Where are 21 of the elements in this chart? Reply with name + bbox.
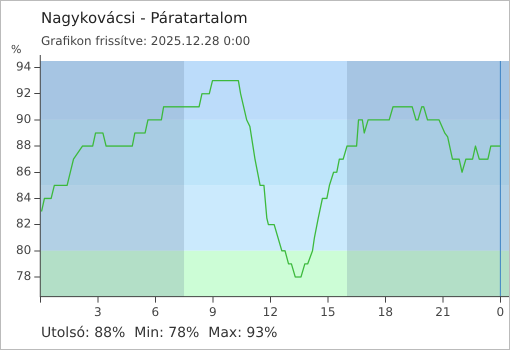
y-tick-label: 94: [16, 60, 32, 74]
y-axis-title: %: [11, 43, 22, 56]
x-tick-label: 18: [378, 304, 393, 319]
y-tick-label: 82: [16, 216, 32, 231]
x-tick-label: 9: [208, 304, 217, 319]
text: Utolsó: 88% Min: 78% Max: 93%: [41, 325, 278, 341]
y-tick-label: 86: [16, 164, 32, 178]
y-tick-label: 84: [16, 190, 32, 205]
y-tick-label: 88: [16, 138, 32, 152]
x-tick-label: 0: [496, 304, 504, 319]
x-tick-label: 21: [435, 304, 450, 319]
x-tick-label: 3: [94, 304, 102, 319]
y-tick-label: 78: [16, 269, 32, 284]
y-tick-label: 92: [16, 86, 32, 100]
chart-subtitle: Grafikon frissítve: 2025.12.28 0:00: [41, 34, 250, 48]
y-tick-label: 80: [16, 242, 32, 257]
y-tick-label: 90: [16, 112, 32, 126]
chart-title: Nagykovácsi - Páratartalom: [41, 9, 248, 27]
x-tick-label: 6: [151, 304, 160, 319]
x-tick-label: 12: [262, 304, 278, 319]
x-tick-label: 15: [320, 304, 336, 319]
